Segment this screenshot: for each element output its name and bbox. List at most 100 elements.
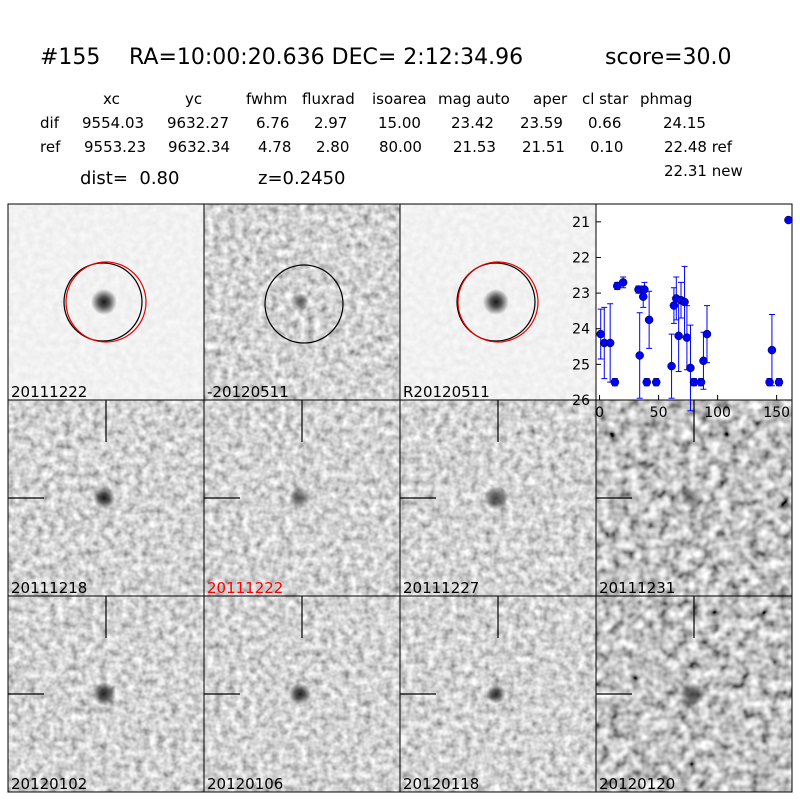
plot-background: [595, 203, 793, 401]
data-point: [674, 331, 683, 341]
panel-label: 20120102: [11, 775, 87, 793]
data-point: [610, 377, 620, 387]
table-cell: 2.80: [316, 138, 349, 156]
column-header: fluxrad: [302, 90, 355, 108]
table-cell: 22.48 ref: [664, 138, 733, 156]
table-cell: 21.51: [522, 138, 565, 156]
x-tick-label: 50: [650, 405, 668, 421]
table-cell: 9554.03: [82, 114, 144, 132]
table: xc yc fwhm fluxrad isoarea mag auto aper cl sta…: [40, 90, 733, 156]
column-header: xc: [103, 90, 120, 108]
data-point: [640, 285, 649, 294]
data-point: [699, 356, 708, 366]
table-cell: 2.97: [314, 114, 347, 132]
image-panel: 20120102: [7, 595, 205, 793]
data-point: [642, 377, 652, 387]
data-point: [702, 329, 712, 339]
source: [680, 486, 704, 510]
source: [483, 289, 509, 315]
table-cell: 9632.34: [168, 138, 230, 156]
data-point: [686, 363, 695, 373]
data-point: [682, 333, 692, 342]
panel-label: 20111222: [11, 383, 87, 401]
panel-label: 20120106: [207, 775, 283, 793]
column-header: mag auto: [438, 90, 510, 108]
source: [484, 486, 508, 510]
column-header: aper: [533, 90, 568, 108]
table-cell: 21.53: [453, 138, 496, 156]
data-point: [774, 377, 784, 387]
source: [680, 682, 704, 706]
data-point: [605, 338, 615, 348]
panel-label: 20111218: [11, 579, 87, 597]
panel-label: 20111222: [207, 579, 283, 597]
column-header: fwhm: [246, 90, 287, 108]
image-panel: 20111231: [595, 399, 793, 597]
data-point: [596, 329, 605, 339]
y-tick-label: 21: [572, 215, 590, 231]
data-point: [689, 377, 699, 387]
y-tick-label: 22: [572, 250, 590, 266]
image-panel: 20120118: [399, 595, 597, 793]
x-tick-label: 100: [704, 405, 731, 421]
source: [289, 487, 311, 509]
score: score=30.0: [605, 45, 732, 70]
panel-label: 20120120: [599, 775, 675, 793]
image-panel: 20111218: [7, 399, 205, 597]
data-point: [644, 315, 654, 325]
source: [289, 683, 311, 705]
image-panel: R20120511: [399, 203, 597, 401]
column-header: phmag: [640, 90, 692, 108]
y-tick-label: 23: [572, 286, 590, 302]
x-tick-label: 0: [595, 405, 604, 421]
table-cell: 0.66: [588, 114, 621, 132]
table-cell: 23.59: [520, 114, 563, 132]
light-curve: 21 22 23 24 25 26 0 50 100 150: [572, 203, 793, 421]
aperture: [264, 264, 344, 344]
table-cell: 9632.27: [167, 114, 229, 132]
candidate-id: #155: [40, 45, 100, 70]
source: [93, 487, 115, 509]
image-panel: 20120120: [595, 595, 793, 793]
aperture: [65, 261, 147, 343]
aperture: [456, 262, 536, 342]
table-cell: 6.76: [256, 114, 289, 132]
redshift: z=0.2450: [258, 168, 346, 189]
table-cell: 24.15: [663, 114, 706, 132]
panel-label: 20111231: [599, 579, 675, 597]
data-point: [667, 361, 676, 371]
column-header: cl star: [582, 90, 629, 108]
panel-label: 20111227: [403, 579, 479, 597]
source: [92, 682, 116, 706]
image-grid: 20111222 -20120511 R20120511 20111218 201112…: [7, 203, 793, 793]
row-label: ref: [40, 138, 61, 156]
aperture-circles: [63, 261, 539, 344]
panel-label: -20120511: [207, 383, 289, 401]
table-cell: 9553.23: [84, 138, 146, 156]
aperture: [63, 262, 143, 342]
table-cell: 0.10: [590, 138, 623, 156]
table-cell: 23.42: [451, 114, 494, 132]
panel-label: 20120118: [403, 775, 479, 793]
image-panel: 20111227: [399, 399, 597, 597]
row-label: dif: [40, 114, 60, 132]
image-panel: 20111222: [7, 203, 205, 401]
image-panel: -20120511: [203, 203, 401, 401]
y-tick-label: 24: [572, 322, 590, 338]
panel-label: R20120511: [403, 383, 490, 401]
y-tick-label: 26: [572, 393, 590, 409]
image-panel: 20120106: [203, 595, 401, 793]
table-cell: 80.00: [379, 138, 422, 156]
panel-frame: [595, 595, 793, 793]
source: [486, 684, 506, 704]
table-cell: 4.78: [258, 138, 291, 156]
data-point: [784, 215, 793, 225]
table-note: 22.31 new: [664, 162, 743, 180]
column-header: yc: [185, 90, 202, 108]
data-point: [651, 377, 661, 387]
image-panel: 20111222: [203, 399, 401, 597]
data-point: [767, 345, 777, 355]
source: [291, 293, 309, 311]
source: [91, 289, 117, 315]
